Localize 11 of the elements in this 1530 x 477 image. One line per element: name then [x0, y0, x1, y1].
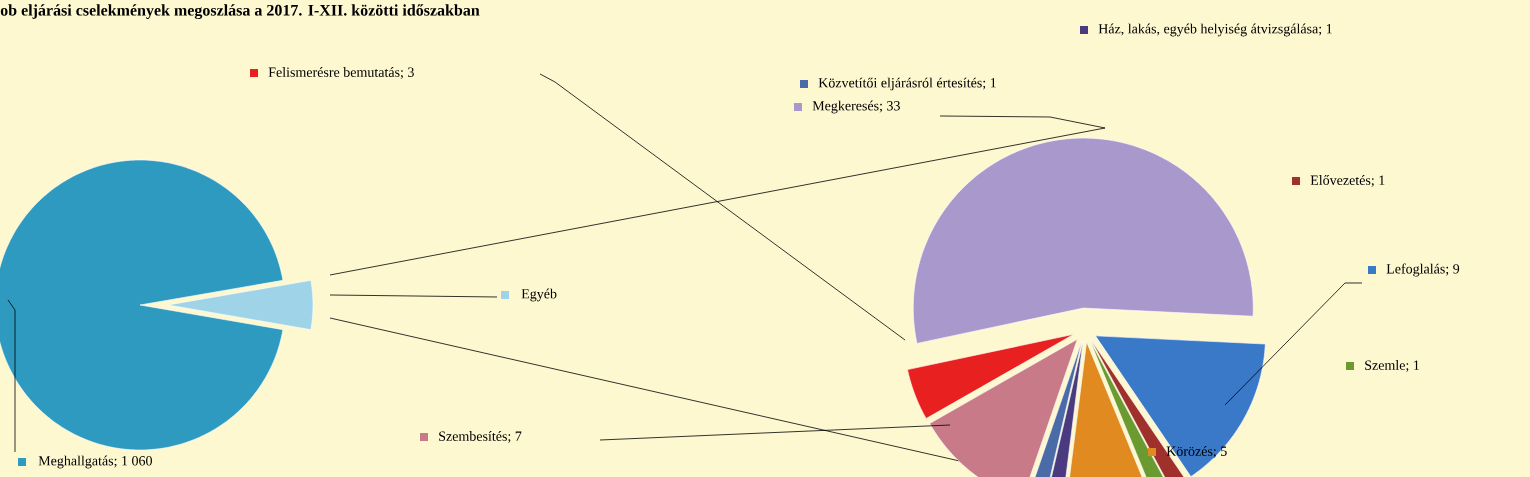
- legend-label: Szembesítés; 7: [439, 431, 522, 443]
- chart-title: ob eljárási cselekmények megoszlása a 2017. I-XII. közötti időszakban: [0, 4, 480, 20]
- legend-label: Elővezetés; 1: [1310, 175, 1385, 187]
- legend-label: Szemle; 1: [1365, 360, 1419, 372]
- legend-label: Lefoglalás; 9: [1386, 263, 1460, 277]
- legend-label: Megkeresés; 33: [812, 100, 900, 114]
- legend-label: Felismerésre bemutatás; 3: [268, 67, 414, 79]
- legend-label: Meghallgatás; 1 060: [38, 455, 152, 469]
- legend-label: Közvetítői eljárásról értesítés; 1: [818, 77, 996, 91]
- legend-label: Egyéb: [521, 288, 557, 302]
- legend-label: Ház, lakás, egyéb helyiség átvizsgálása; 1: [1098, 23, 1332, 37]
